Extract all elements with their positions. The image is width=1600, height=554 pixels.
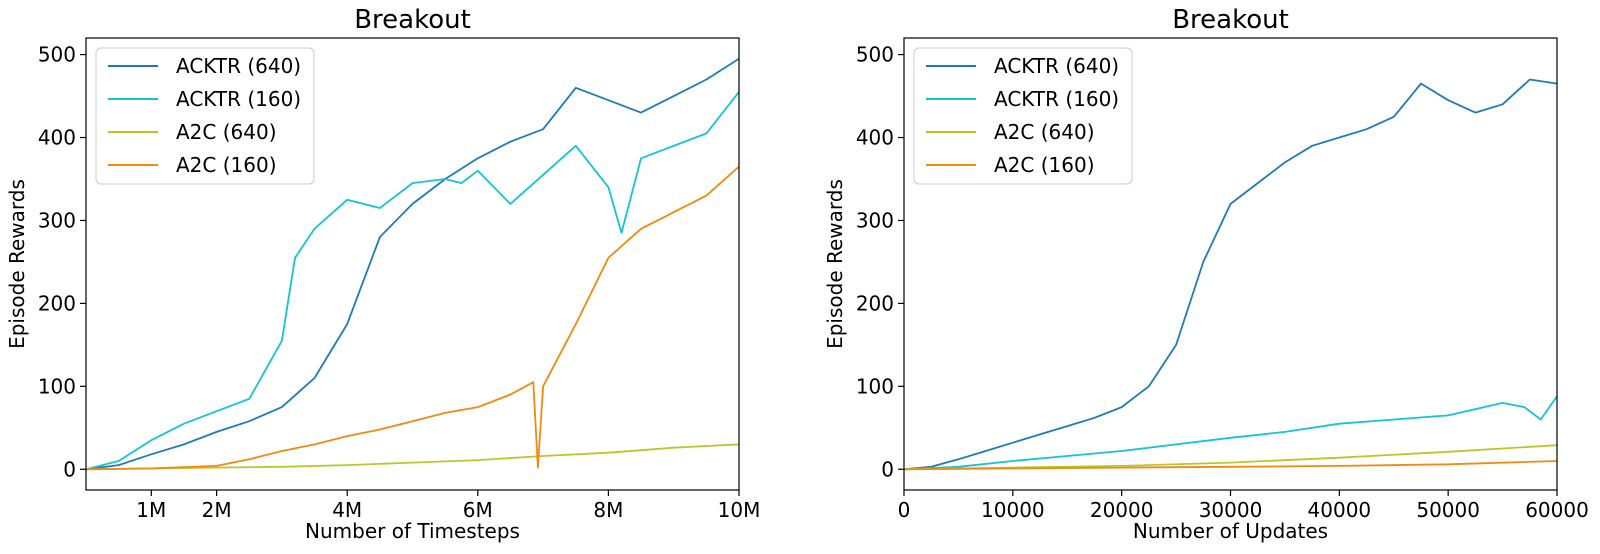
plot-frame [85,37,740,491]
series-line-acktr-160 [904,395,1557,471]
x-tick-label: 10M [718,498,761,522]
legend-entry-label: A2C (160) [176,153,277,177]
legend-entry-label: ACKTR (160) [176,87,301,111]
series-line-acktr-640 [904,78,1557,471]
y-tick-label: 200 [38,291,76,315]
legend-entry-label: A2C (160) [994,153,1095,177]
chart-title: Breakout [1172,5,1289,35]
series-line-a2c-640 [86,443,739,471]
y-tick-label: 300 [38,208,76,232]
x-tick-label: 60000 [1525,498,1589,522]
legend-entry-label: ACKTR (640) [994,54,1119,78]
x-tick-label: 1M [136,498,166,522]
x-tick-label: 50000 [1416,498,1480,522]
y-tick-label: 200 [856,291,894,315]
y-axis-label: Episode Rewards [823,179,847,349]
chart-panel-1: Breakout 1M 2M 4M 6M 8M 10M 0 100 200 300 400 500 Num… [5,5,760,543]
x-tick-label: 4M [332,498,362,522]
legend-entry-label: A2C (640) [176,120,277,144]
legend: ACKTR (640) ACKTR (160) A2C (640) A2C (160) [95,47,315,185]
x-tick-label: 8M [593,498,623,522]
x-tick-label: 20000 [1090,498,1154,522]
x-axis-label: Number of Updates [1133,519,1328,543]
y-tick-label: 0 [63,457,76,481]
x-tick-label: 6M [463,498,493,522]
x-axis-label: Number of Timesteps [305,519,520,543]
legend-box [913,47,1133,185]
chart-title: Breakout [354,5,471,35]
y-tick-label: 500 [38,43,76,67]
y-tick-label: 400 [38,126,76,150]
chart-panel-2: Breakout 0 10000 20000 30000 40000 50000 60000 0… [823,5,1589,543]
x-tick-label: 2M [202,498,232,522]
legend-entry-label: ACKTR (640) [176,54,301,78]
series-line-a2c-160 [904,460,1557,471]
y-tick-label: 100 [38,374,76,398]
y-tick-label: 300 [856,208,894,232]
legend-box [95,47,315,185]
series-line-a2c-640 [904,444,1557,471]
legend-entry-label: A2C (640) [994,120,1095,144]
series-line-acktr-640 [86,57,739,471]
y-tick-label: 0 [881,457,894,481]
y-axis-label: Episode Rewards [5,179,29,349]
x-tick-label: 30000 [1199,498,1263,522]
y-tick-label: 400 [856,126,894,150]
x-tick-label: 10000 [981,498,1045,522]
series-group [904,78,1557,471]
legend-entry-label: ACKTR (160) [994,87,1119,111]
series-group [86,57,739,471]
x-tick-label: 0 [898,498,911,522]
legend: ACKTR (640) ACKTR (160) A2C (640) A2C (160) [913,47,1133,185]
series-line-acktr-160 [86,91,739,471]
x-tick-label: 40000 [1308,498,1372,522]
y-tick-label: 100 [856,374,894,398]
y-tick-label: 500 [856,43,894,67]
series-line-a2c-160 [86,165,739,471]
